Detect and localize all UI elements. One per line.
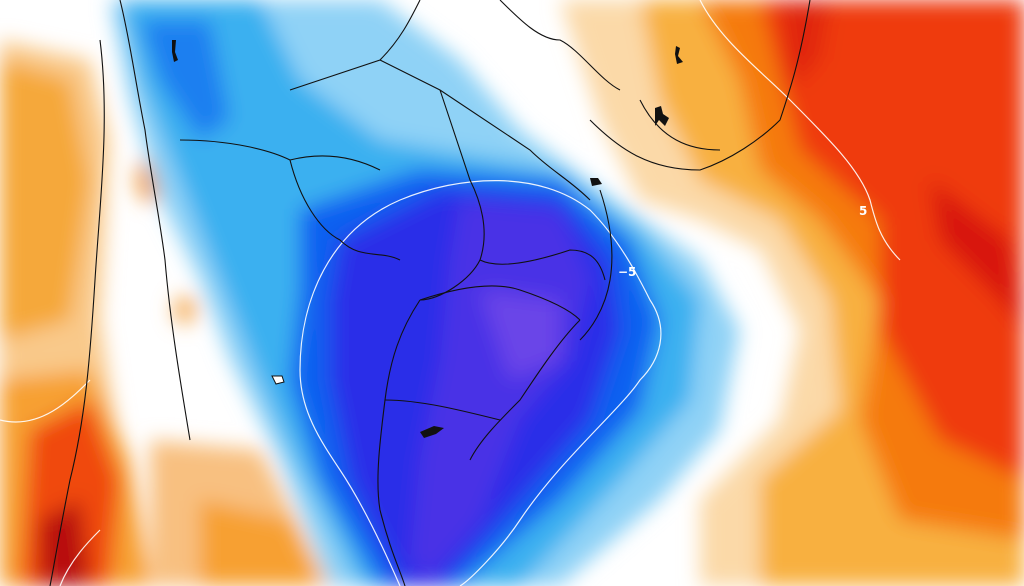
- contour-label-plus5: 5: [859, 204, 868, 218]
- contour-label-minus5: −5: [618, 265, 637, 279]
- contour-lines: [0, 0, 900, 586]
- lakes: [172, 40, 683, 438]
- country-borders: [49, 0, 811, 586]
